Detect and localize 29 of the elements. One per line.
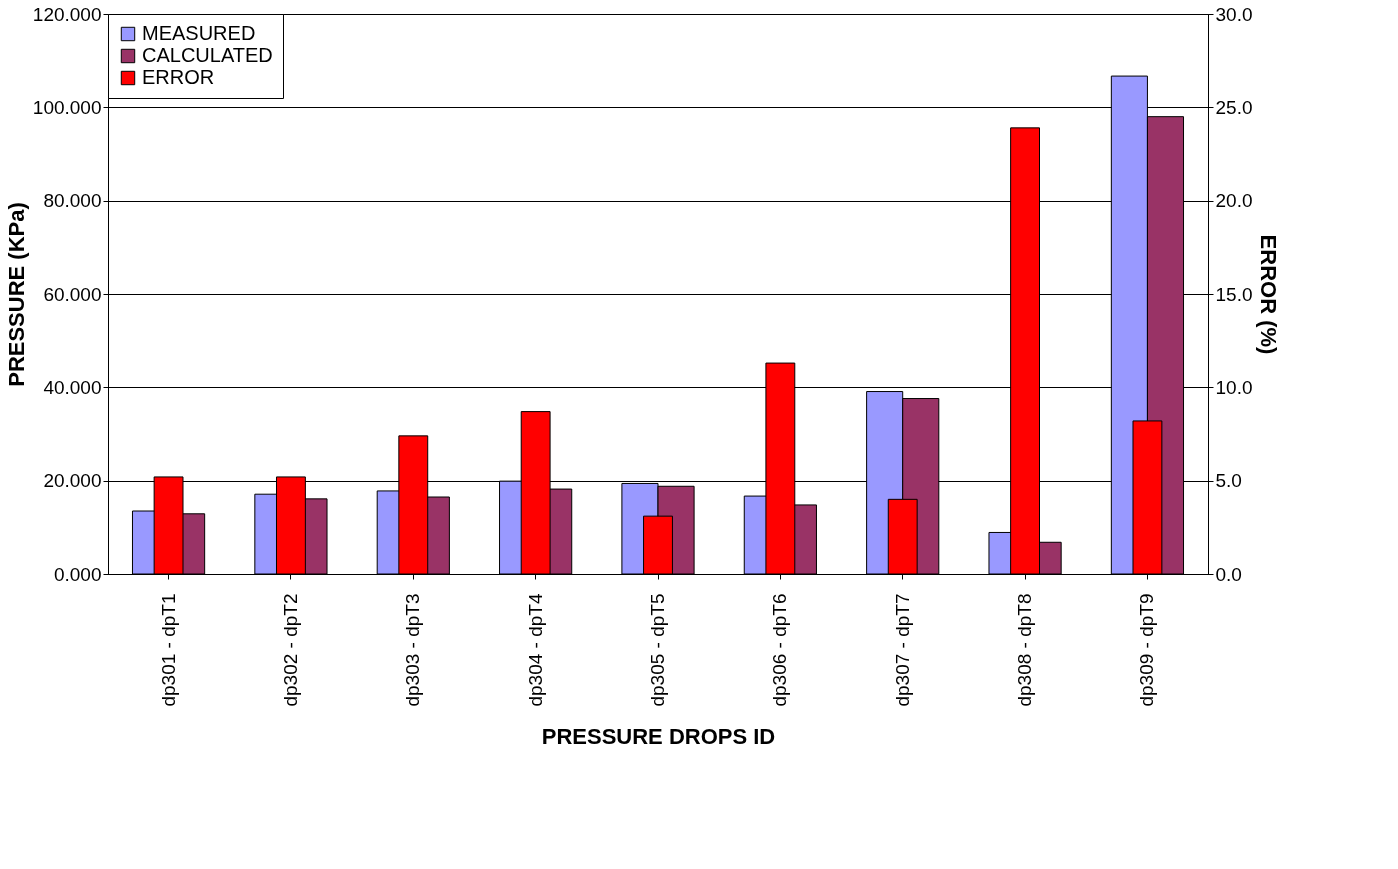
x-tick-label: dp305 - dpT5	[647, 593, 668, 707]
y-tick-label: 0.000	[53, 563, 102, 585]
y2-tick-label: 15.0	[1215, 283, 1253, 305]
x-tick-label: dp304 - dpT4	[524, 593, 546, 707]
y2-tick-label: 25.0	[1215, 96, 1253, 118]
y2-axis-title: ERROR (%)	[1256, 234, 1282, 355]
y-tick-label: 40.000	[43, 376, 102, 398]
y-axis-title: PRESSURE (KPa)	[3, 202, 29, 387]
y-tick-label: 100.000	[32, 96, 102, 118]
y2-tick-label: 10.0	[1215, 376, 1253, 398]
x-axis-title: PRESSURE DROPS ID	[541, 723, 776, 749]
y2-tick-label: 20.0	[1215, 190, 1253, 212]
x-tick-label: dp306 - dpT6	[769, 593, 791, 707]
y-tick-label: 60.000	[43, 283, 102, 305]
y2-tick-label: 0.0	[1215, 563, 1242, 585]
y2-tick-label: 30.0	[1215, 3, 1253, 25]
x-tick-label: dp308 - dpT8	[1014, 593, 1036, 707]
x-tick-label: dp301 - dpT1	[157, 593, 179, 707]
x-tick-label: dp303 - dpT3	[402, 593, 424, 707]
x-tick-label: dp302 - dpT2	[279, 593, 301, 707]
legend-label: CALCULATED	[142, 44, 273, 66]
legend-label: ERROR	[142, 66, 215, 88]
y-tick-label: 80.000	[43, 190, 102, 212]
y-tick-label: 120.000	[32, 3, 102, 25]
y-tick-label: 20.000	[43, 470, 102, 492]
x-tick-label: dp309 - dpT9	[1136, 593, 1158, 707]
legend-label: MEASURED	[142, 22, 256, 44]
y2-tick-label: 5.0	[1215, 470, 1242, 492]
x-tick-label: dp307 - dpT7	[891, 593, 913, 707]
